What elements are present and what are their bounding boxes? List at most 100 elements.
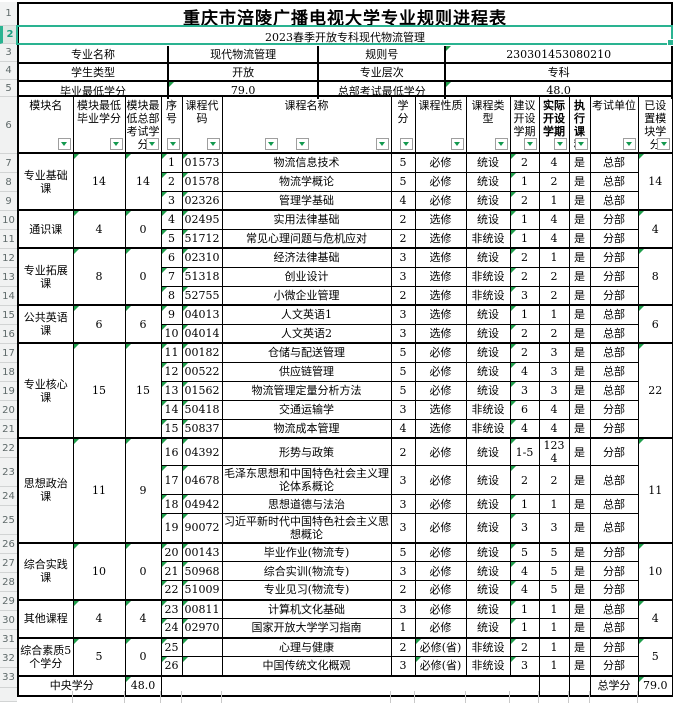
exec-cell[interactable]: 是 xyxy=(568,561,591,581)
course-name-cell[interactable]: 毛泽东思想和中国特色社会主义理论体系概论 xyxy=(221,465,392,495)
actual-term-cell[interactable]: 3 xyxy=(538,342,570,363)
exec-cell[interactable]: 是 xyxy=(568,380,591,401)
col-header-type[interactable]: 课程类型 xyxy=(465,95,511,154)
credits-cell[interactable]: 5 xyxy=(390,171,416,192)
type-cell[interactable]: 非统设 xyxy=(465,656,511,676)
seq-cell[interactable]: 7 xyxy=(160,266,183,287)
code-cell[interactable]: 00522 xyxy=(181,361,223,382)
col-header-nature[interactable]: 课程性质 xyxy=(414,95,467,154)
type-cell[interactable]: 统设 xyxy=(465,304,511,325)
exec-cell[interactable]: 是 xyxy=(568,152,591,173)
credits-cell[interactable]: 3 xyxy=(390,266,416,287)
module-cell[interactable]: 综合实践课 xyxy=(17,542,74,600)
min-exam-cell[interactable]: 6 xyxy=(124,304,162,344)
set-credits-cell[interactable]: 4 xyxy=(637,209,673,249)
type-cell[interactable]: 统设 xyxy=(465,323,511,344)
filter-button[interactable] xyxy=(450,138,464,150)
suggested-term-cell[interactable]: 1-5 xyxy=(509,437,540,466)
suggested-term-cell[interactable]: 2 xyxy=(509,323,540,344)
suggested-term-cell[interactable]: 6 xyxy=(509,399,540,420)
module-cell[interactable]: 通识课 xyxy=(17,209,74,249)
credits-cell[interactable]: 3 xyxy=(390,656,416,676)
seq-cell[interactable]: 3 xyxy=(160,190,183,211)
seq-cell[interactable]: 16 xyxy=(160,437,183,466)
suggested-term-cell[interactable]: 4 xyxy=(509,580,540,600)
actual-term-cell[interactable]: 4 xyxy=(538,209,570,230)
suggested-term-cell[interactable]: 2 xyxy=(509,266,540,287)
row-header[interactable]: 26 xyxy=(0,535,17,554)
min-hq-exam-credits-label-cell[interactable]: 总部考试最低学分 xyxy=(317,82,444,99)
total-credits-label-cell[interactable]: 总学分 xyxy=(589,675,639,696)
exec-cell[interactable]: 是 xyxy=(568,361,591,382)
set-credits-cell[interactable]: 11 xyxy=(637,437,673,543)
nature-cell[interactable]: 必修 xyxy=(414,171,467,192)
suggested-term-cell[interactable]: 3 xyxy=(509,285,540,306)
min-grad-cell[interactable]: 5 xyxy=(72,637,126,676)
code-cell[interactable]: 51009 xyxy=(181,580,223,600)
course-name-cell[interactable]: 实用法律基础 xyxy=(221,209,392,230)
col-header-code[interactable]: 课程代码 xyxy=(181,95,223,154)
min-grad-cell[interactable]: 14 xyxy=(72,152,126,211)
nature-cell[interactable]: 必修 xyxy=(414,542,467,562)
actual-term-cell[interactable]: 5 xyxy=(538,580,570,600)
credits-cell[interactable]: 2 xyxy=(390,580,416,600)
nature-cell[interactable]: 选修 xyxy=(414,399,467,420)
exec-cell[interactable]: 是 xyxy=(568,285,591,306)
exam-unit-cell[interactable]: 分部 xyxy=(589,561,639,581)
min-grad-cell[interactable]: 4 xyxy=(72,209,126,249)
course-name-cell[interactable]: 创业设计 xyxy=(221,266,392,287)
nature-cell[interactable]: 选修 xyxy=(414,266,467,287)
row-header[interactable]: 11 xyxy=(0,230,17,249)
seq-cell[interactable]: 22 xyxy=(160,580,183,600)
row-header[interactable]: 13 xyxy=(0,268,17,287)
type-cell[interactable]: 统设 xyxy=(465,152,511,173)
min-exam-cell[interactable]: 0 xyxy=(124,247,162,306)
module-cell[interactable]: 专业拓展课 xyxy=(17,247,74,306)
set-credits-cell[interactable]: 8 xyxy=(637,247,673,306)
row-header[interactable]: 29 xyxy=(0,592,17,611)
exec-cell[interactable]: 是 xyxy=(568,637,591,657)
exam-unit-cell[interactable]: 总部 xyxy=(589,494,639,514)
suggested-term-cell[interactable]: 4 xyxy=(509,561,540,581)
code-cell[interactable]: 04678 xyxy=(181,465,223,495)
course-name-cell[interactable]: 习近平新时代中国特色社会主义思想概论 xyxy=(221,513,392,543)
filter-button[interactable] xyxy=(622,138,636,150)
actual-term-cell[interactable]: 3 xyxy=(538,380,570,401)
credits-cell[interactable]: 3 xyxy=(390,323,416,344)
course-name-cell[interactable]: 国家开放大学学习指南 xyxy=(221,618,392,638)
type-cell[interactable]: 统设 xyxy=(465,513,511,543)
module-cell[interactable]: 公共英语课 xyxy=(17,304,74,344)
filter-button[interactable] xyxy=(145,138,159,150)
type-cell[interactable]: 统设 xyxy=(465,580,511,600)
col-header-set-credits[interactable]: 已设置模块学分 xyxy=(637,95,673,154)
type-cell[interactable]: 非统设 xyxy=(465,637,511,657)
min-grad-cell[interactable]: 11 xyxy=(72,437,126,543)
code-cell[interactable]: 50418 xyxy=(181,399,223,420)
seq-cell[interactable]: 10 xyxy=(160,323,183,344)
code-cell[interactable]: 90072 xyxy=(181,513,223,543)
seq-cell[interactable]: 5 xyxy=(160,228,183,249)
major-name-label-cell[interactable]: 专业名称 xyxy=(71,48,116,61)
seq-cell[interactable]: 11 xyxy=(160,342,183,363)
credits-cell[interactable]: 3 xyxy=(390,247,416,268)
nature-cell[interactable]: 必修 xyxy=(414,465,467,495)
exam-unit-cell[interactable]: 总部 xyxy=(589,152,639,173)
code-cell[interactable] xyxy=(181,656,223,676)
filter-button[interactable] xyxy=(657,138,670,150)
row-header[interactable]: 28 xyxy=(0,573,17,592)
actual-term-cell[interactable]: 4 xyxy=(538,418,570,439)
actual-term-cell[interactable]: 1234 xyxy=(538,437,570,466)
filter-button[interactable] xyxy=(494,138,508,150)
min-exam-cell[interactable]: 0 xyxy=(124,542,162,600)
col-header-exec[interactable]: 执行课程 xyxy=(568,95,591,154)
suggested-term-cell[interactable]: 1 xyxy=(509,209,540,230)
exam-unit-cell[interactable]: 总部 xyxy=(589,513,639,543)
nature-cell[interactable]: 必修 xyxy=(414,190,467,211)
exam-unit-cell[interactable]: 总部 xyxy=(589,361,639,382)
min-exam-cell[interactable]: 9 xyxy=(124,437,162,543)
credits-cell[interactable]: 2 xyxy=(390,228,416,249)
row-header[interactable]: 23 xyxy=(0,458,17,487)
set-credits-cell[interactable]: 10 xyxy=(637,542,673,600)
exec-cell[interactable]: 是 xyxy=(568,323,591,344)
row-header[interactable]: 27 xyxy=(0,554,17,573)
